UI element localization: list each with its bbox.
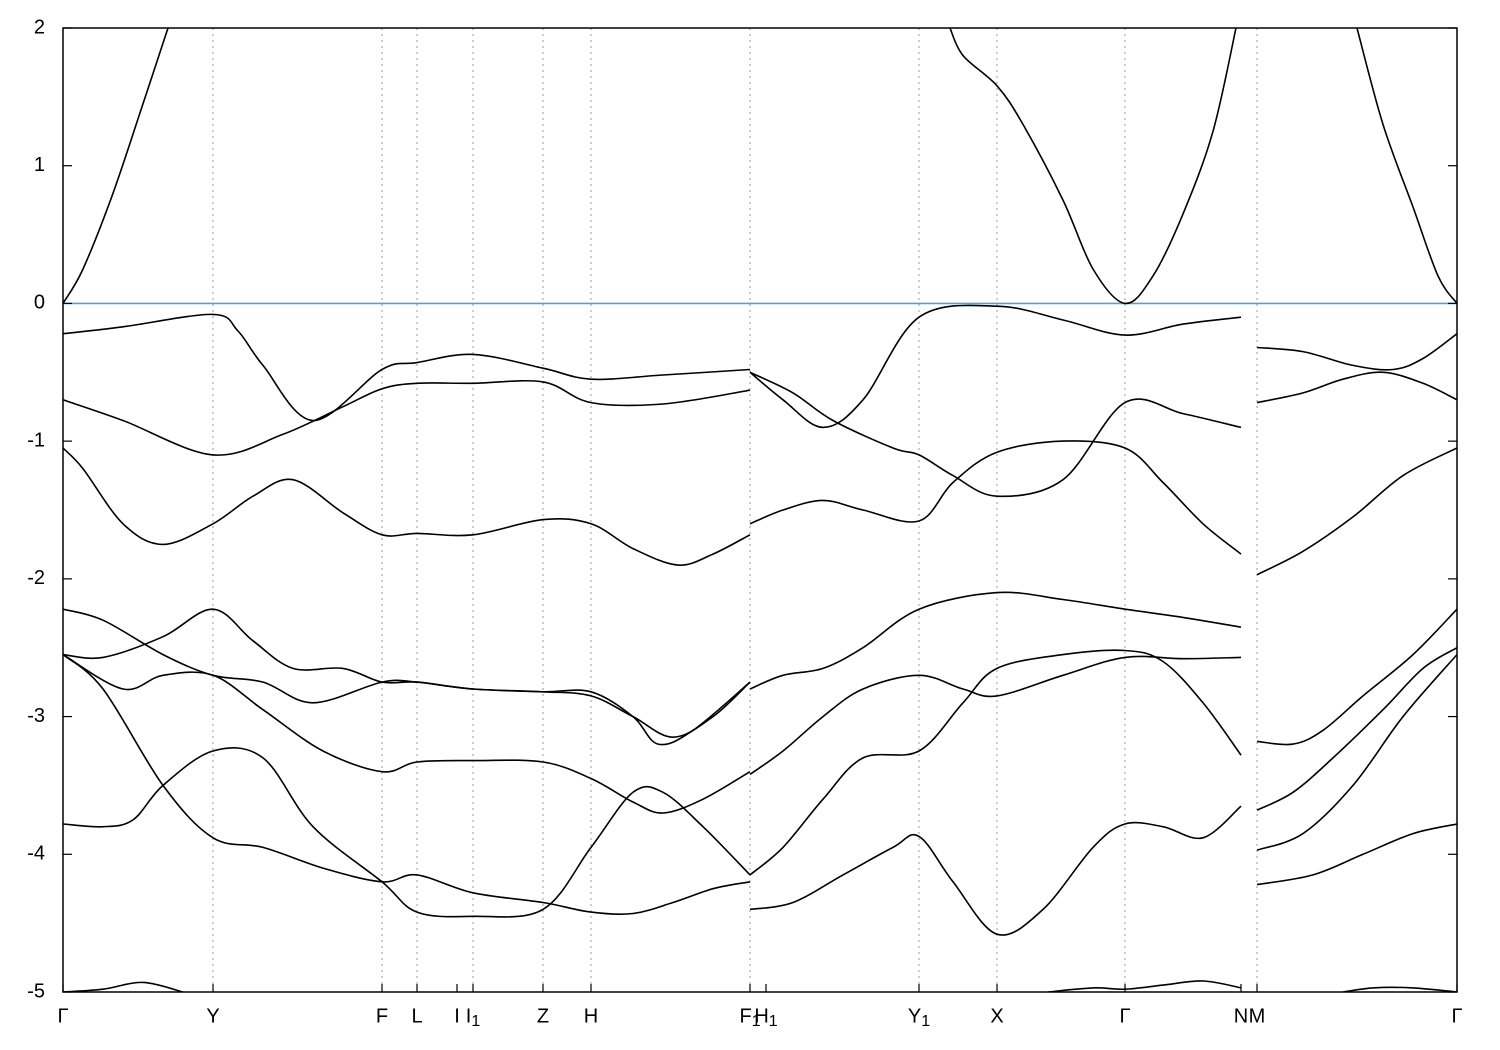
band-line-18 [749, 655, 1242, 776]
y-tick-label: -5 [27, 980, 45, 1002]
band-line-23 [1256, 654, 1457, 851]
kpoint-label-7: H [584, 1006, 598, 1028]
band-line-9 [1256, 333, 1457, 371]
band-line-21 [1256, 608, 1457, 746]
high-symmetry-gridlines [212, 28, 1258, 992]
kpoint-label-3: L [411, 1006, 422, 1028]
kpoint-label-11: X [990, 1006, 1003, 1028]
band-line-26 [1047, 980, 1242, 992]
band-line-19 [749, 649, 1242, 876]
band-line-17 [749, 591, 1242, 690]
band-line-16 [63, 653, 751, 814]
kpoint-label-9: H1 [754, 1006, 777, 1031]
band-line-7 [749, 371, 1242, 498]
kpoint-label-10: Y1 [908, 1006, 930, 1031]
y-tick-label: -3 [27, 705, 45, 727]
band-line-1 [949, 28, 1237, 305]
kpoint-label-1: Y [206, 1006, 219, 1028]
y-tick-label: -4 [27, 843, 45, 865]
kpoint-subscript: 1 [752, 1013, 761, 1030]
kpoint-subscript: 1 [769, 1013, 778, 1030]
band-line-3 [63, 313, 751, 422]
band-line-24 [1256, 823, 1457, 886]
kpoint-subscript: 1 [471, 1013, 480, 1030]
y-tick-label: 1 [34, 154, 45, 176]
kpoint-label-0: Γ [57, 1006, 68, 1028]
kpoint-label-15: Γ [1451, 1006, 1462, 1028]
kpoint-label-14: M [1249, 1006, 1266, 1028]
band-line-22 [1256, 647, 1457, 811]
band-line-4 [63, 379, 751, 456]
band-line-14 [63, 653, 751, 916]
band-line-27 [1342, 986, 1457, 992]
kpoint-label-5: I1 [466, 1006, 481, 1031]
y-tick-label: 2 [34, 16, 45, 38]
kpoint-label-2: F [376, 1006, 388, 1028]
band-line-15 [63, 747, 751, 918]
kpoint-label-12: Γ [1119, 1006, 1130, 1028]
y-tick-label: -1 [27, 429, 45, 451]
y-tick-label: -2 [27, 567, 45, 589]
band-line-20 [749, 805, 1242, 936]
y-tick-label: 0 [34, 292, 45, 314]
band-line-10 [1256, 371, 1457, 404]
band-line-5 [63, 447, 751, 566]
kpoint-label-6: Z [537, 1006, 549, 1028]
band-line-11 [1256, 447, 1457, 576]
band-line-2 [1356, 28, 1457, 304]
plot-frame [62, 27, 1458, 993]
kpoint-label-13: N [1234, 1006, 1248, 1028]
band-line-6 [749, 304, 1242, 429]
kpoint-label-4: I [454, 1006, 460, 1028]
kpoint-subscript: 1 [921, 1013, 930, 1030]
band-lines [63, 28, 1457, 992]
band-line-13 [63, 608, 751, 738]
y-axis-ticks: -5 -4 -3 -2 -1 0 1 2 [27, 16, 1457, 1002]
band-line-8 [749, 440, 1242, 555]
band-line-25 [63, 981, 184, 992]
band-line-12 [63, 608, 751, 746]
band-line-0 [63, 28, 169, 304]
